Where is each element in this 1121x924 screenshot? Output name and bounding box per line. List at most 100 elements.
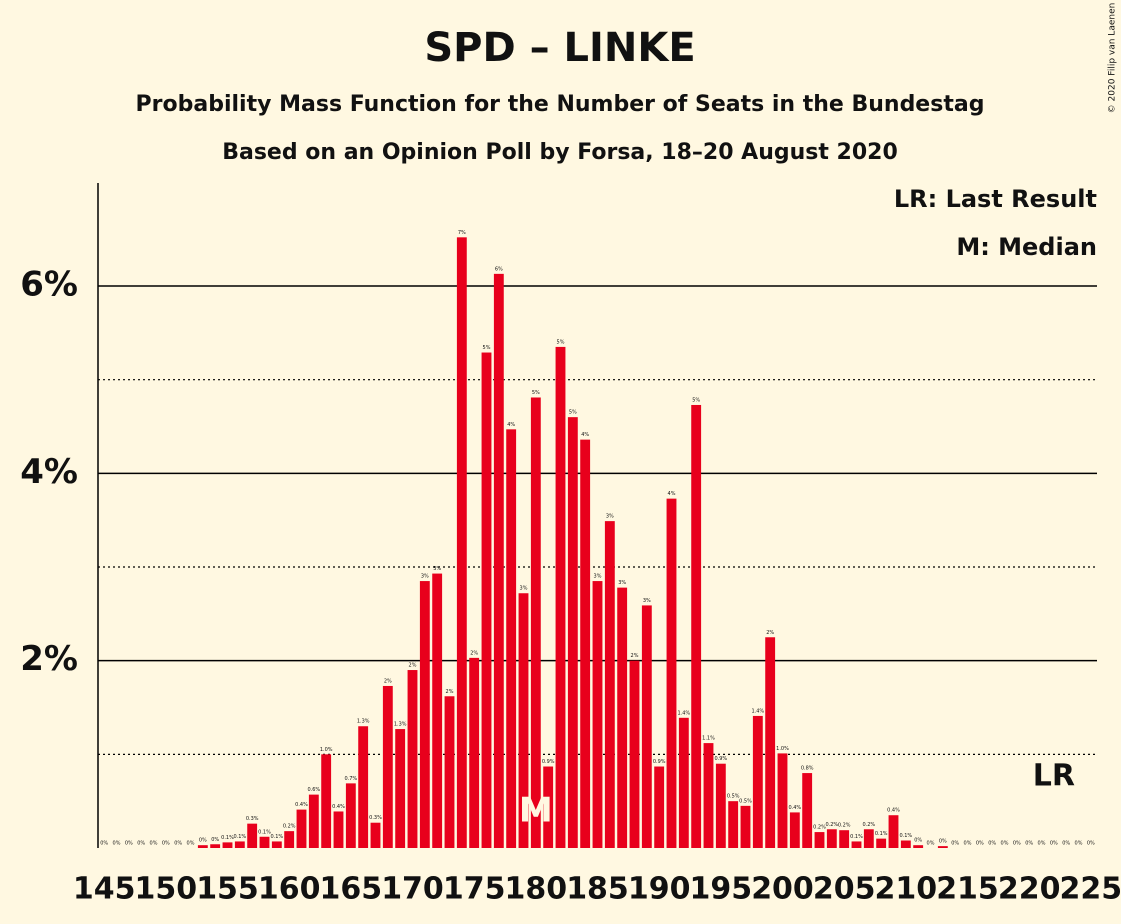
- bar: [802, 773, 813, 848]
- bar: [530, 397, 541, 848]
- x-tick-label: 225: [1060, 872, 1121, 907]
- bar: [691, 404, 702, 848]
- value-label: 0%: [951, 841, 959, 847]
- x-tick-label: 150: [135, 872, 198, 907]
- bar: [580, 439, 591, 848]
- bar: [740, 805, 751, 848]
- value-label: 5%: [557, 339, 565, 345]
- bar: [419, 581, 430, 848]
- y-tick-label: 4%: [20, 452, 78, 492]
- bar: [752, 715, 763, 848]
- bar: [728, 801, 739, 848]
- value-label: 0%: [174, 841, 182, 847]
- value-label: 1.0%: [320, 747, 333, 753]
- value-label: 0.7%: [344, 776, 357, 782]
- value-label: 5%: [569, 410, 577, 416]
- value-label: 0.9%: [542, 759, 555, 765]
- value-label: 0.2%: [825, 822, 838, 828]
- value-label: 0.1%: [899, 833, 912, 839]
- bar: [851, 841, 862, 848]
- value-label: 0.9%: [714, 756, 727, 762]
- bar: [617, 587, 628, 848]
- value-label: 0.3%: [369, 815, 382, 821]
- bar: [284, 831, 295, 848]
- bar: [234, 841, 245, 848]
- bar: [900, 840, 911, 848]
- x-tick-label: 175: [443, 872, 506, 907]
- value-label: 0.2%: [862, 822, 875, 828]
- value-label: 0.3%: [246, 816, 259, 822]
- x-tick-label: 205: [813, 872, 876, 907]
- bar: [863, 829, 874, 848]
- chart-subtitle: Probability Mass Function for the Number…: [136, 92, 985, 117]
- value-label: 0%: [939, 839, 947, 845]
- value-label: 2%: [446, 689, 454, 695]
- bar: [765, 637, 776, 848]
- bar: [370, 822, 381, 848]
- value-label: 0.5%: [727, 794, 740, 800]
- x-tick-label: 155: [196, 872, 259, 907]
- value-label: 2%: [384, 678, 392, 684]
- x-tick-label: 180: [505, 872, 568, 907]
- legend-entry: LR: Last Result: [894, 185, 1097, 213]
- bar: [937, 846, 948, 848]
- value-label: 2%: [631, 653, 639, 659]
- bar: [308, 794, 319, 848]
- value-label: 0.1%: [875, 831, 888, 837]
- value-label: 0.1%: [233, 834, 246, 840]
- bar: [666, 498, 677, 848]
- value-label: 2%: [470, 650, 478, 656]
- bar: [197, 845, 208, 848]
- value-label: 0.1%: [258, 829, 271, 835]
- value-label: 0%: [162, 841, 170, 847]
- bar: [395, 729, 406, 848]
- value-label: 3%: [520, 586, 528, 592]
- bar: [407, 670, 418, 848]
- x-tick-label: 170: [381, 872, 444, 907]
- bar: [321, 754, 332, 848]
- value-label: 0%: [964, 841, 972, 847]
- value-label: 5%: [483, 345, 491, 351]
- value-label: 1.0%: [776, 746, 789, 752]
- value-label: 1.4%: [677, 710, 690, 716]
- bar: [715, 763, 726, 848]
- x-tick-label: 220: [998, 872, 1061, 907]
- value-label: 6%: [495, 266, 503, 272]
- value-label: 0.5%: [739, 798, 752, 804]
- value-label: 4%: [507, 422, 515, 428]
- bar: [481, 352, 492, 848]
- value-label: 1.4%: [751, 708, 764, 714]
- bar: [678, 717, 689, 848]
- value-label: 3%: [433, 566, 441, 572]
- value-label: 3%: [594, 574, 602, 580]
- bar: [876, 838, 887, 848]
- bar: [210, 844, 221, 848]
- bar: [641, 605, 652, 848]
- value-label: 0.4%: [295, 802, 308, 808]
- bar: [654, 766, 665, 848]
- value-label: 0%: [100, 841, 108, 847]
- bar: [789, 812, 800, 848]
- y-tick-label: 6%: [20, 265, 78, 305]
- bar: [432, 573, 443, 848]
- value-label: 2%: [766, 630, 774, 636]
- value-label: 0%: [125, 841, 133, 847]
- value-label: 0%: [1038, 841, 1046, 847]
- value-label: 0%: [927, 841, 935, 847]
- bar: [888, 815, 899, 848]
- value-label: 0%: [988, 841, 996, 847]
- bar: [703, 743, 714, 848]
- value-label: 0.9%: [653, 759, 666, 765]
- chart-title: SPD – LINKE: [424, 25, 695, 71]
- value-label: 0.4%: [887, 808, 900, 814]
- bar: [826, 829, 837, 848]
- bar: [296, 809, 307, 848]
- x-tick-label: 165: [320, 872, 383, 907]
- value-label: 0%: [914, 838, 922, 844]
- bar: [506, 429, 517, 848]
- bar: [913, 845, 924, 848]
- value-label: 5%: [532, 390, 540, 396]
- bar: [592, 581, 603, 848]
- value-label: 0.1%: [221, 835, 234, 841]
- x-tick-label: 185: [566, 872, 629, 907]
